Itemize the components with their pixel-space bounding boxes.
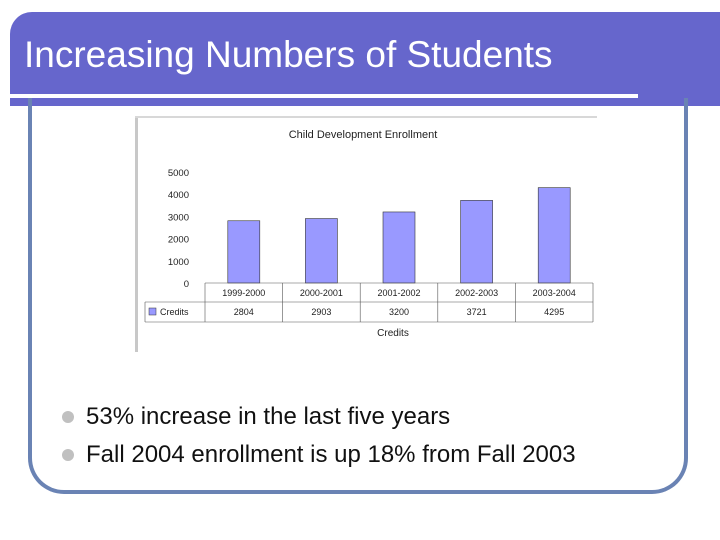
bullet-item: 53% increase in the last five years <box>62 398 576 436</box>
slide-title: Increasing Numbers of Students <box>24 34 553 75</box>
x-category-label: 2002-2003 <box>455 288 498 298</box>
x-category-label: 2003-2004 <box>533 288 576 298</box>
y-tick-label: 4000 <box>168 190 189 201</box>
bar <box>305 218 338 284</box>
title-bar <box>10 12 720 106</box>
data-value-label: 2804 <box>234 307 254 317</box>
data-value-label: 4295 <box>544 307 564 317</box>
bullet-dot-icon <box>62 449 74 461</box>
chart-top-edge <box>135 116 597 118</box>
y-tick-label: 0 <box>184 279 189 290</box>
legend-series-name: Credits <box>160 307 189 317</box>
y-axis-ticks: 0 1000 2000 3000 4000 5000 <box>168 168 189 290</box>
enrollment-chart: Child Development Enrollment 0 1000 2000 30… <box>144 129 594 339</box>
bullet-text: Fall 2004 enrollment is up 18% from Fall… <box>86 441 576 468</box>
bar <box>227 220 261 284</box>
bars <box>227 187 571 284</box>
data-value-label: 3200 <box>389 307 409 317</box>
x-category-label: 1999-2000 <box>222 288 265 298</box>
x-category-label: 2001-2002 <box>377 288 420 298</box>
bar <box>537 187 571 284</box>
y-tick-label: 3000 <box>168 212 189 223</box>
x-category-label: 2000-2001 <box>300 288 343 298</box>
chart-area: Child Development Enrollment 0 1000 2000 30… <box>135 116 597 352</box>
y-tick-label: 5000 <box>168 168 189 179</box>
data-table: Credits 1999-2000 2804 2000-2001 2903 2001-20… <box>144 282 594 323</box>
bullet-text: 53% increase in the last five years <box>86 403 451 430</box>
bullet-item: Fall 2004 enrollment is up 18% from Fall… <box>62 436 576 474</box>
y-tick-label: 1000 <box>168 257 189 268</box>
bar <box>382 211 416 284</box>
bar <box>460 200 493 284</box>
legend-key <box>148 307 157 316</box>
data-value-label: 3721 <box>467 307 487 317</box>
bullet-list: 53% increase in the last five years Fall… <box>62 398 576 474</box>
x-axis-label: Credits <box>377 328 409 339</box>
chart-left-edge <box>135 116 138 352</box>
slide-frame <box>28 98 688 494</box>
y-tick-label: 2000 <box>168 235 189 246</box>
bullet-dot-icon <box>62 411 74 423</box>
chart-title: Child Development Enrollment <box>289 129 438 141</box>
data-value-label: 2903 <box>311 307 331 317</box>
title-underline <box>10 94 638 98</box>
